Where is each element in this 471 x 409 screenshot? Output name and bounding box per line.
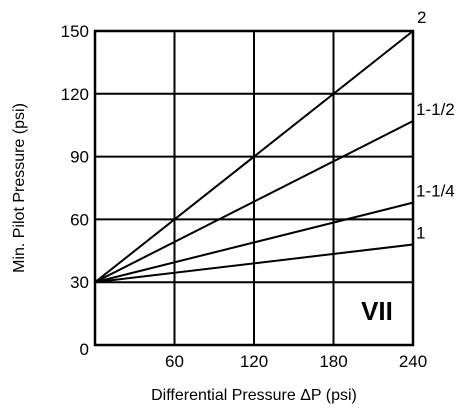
tick-labels: 60 120 180 240 0 30 60 90 120 150	[61, 22, 428, 371]
series-line	[94, 201, 414, 284]
x-axis-title: Differential Pressure ΔP (psi)	[151, 387, 357, 404]
y-tick-label: 30	[70, 273, 89, 292]
y-tick-label: 60	[70, 210, 89, 229]
series-label: 1	[416, 224, 425, 243]
x-tick-label: 180	[319, 352, 347, 371]
series-label: 1-1/4	[416, 182, 455, 201]
plot-frame	[93, 29, 415, 347]
panel-label: VII	[361, 296, 393, 326]
y-tick-label: 90	[70, 148, 89, 167]
x-tick-label: 120	[240, 352, 268, 371]
x-tick-label: 60	[165, 352, 184, 371]
series-line	[94, 120, 414, 284]
series-label: 1-1/2	[416, 100, 455, 119]
series-labels: 2 1-1/2 1-1/4 1	[416, 8, 455, 243]
series-label: 2	[417, 8, 426, 27]
series-lines	[94, 30, 414, 284]
y-tick-label: 0	[80, 340, 89, 359]
series-line	[94, 243, 414, 284]
x-tick-label: 240	[399, 352, 427, 371]
y-tick-label: 150	[61, 22, 89, 41]
y-axis-title: Min. Pilot Pressure (psi)	[11, 103, 28, 273]
y-tick-label: 120	[61, 85, 89, 104]
series-line	[94, 30, 414, 283]
